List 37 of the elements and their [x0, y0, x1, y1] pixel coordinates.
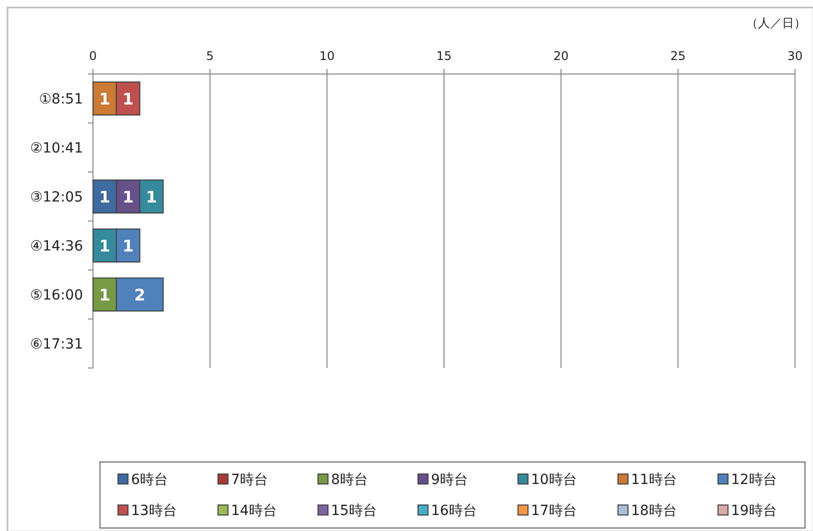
data-label: 1 [146, 188, 158, 206]
legend-label: 16時台 [431, 503, 477, 519]
x-tick-label: 0 [89, 49, 97, 63]
legend-label: 18時台 [631, 503, 677, 519]
legend-label: 8時台 [331, 472, 368, 488]
x-tick-label: 30 [787, 49, 803, 63]
y-tick-label: ②10:41 [30, 140, 83, 156]
legend-label: 12時台 [731, 472, 777, 488]
legend-label: 17時台 [531, 503, 577, 519]
legend-label: 9時台 [431, 472, 468, 488]
data-label: 1 [99, 286, 110, 304]
x-tick-label: 25 [670, 49, 686, 63]
x-tick-label: 5 [206, 49, 214, 63]
legend-label: 14時台 [231, 503, 277, 519]
y-tick-label: ③12:05 [30, 190, 83, 206]
data-label: 1 [99, 90, 110, 108]
legend-label: 11時台 [631, 472, 677, 488]
x-tick-label: 10 [319, 49, 335, 63]
y-tick-label: ①8:51 [39, 92, 83, 108]
legend-label: 6時台 [131, 472, 168, 488]
data-label: 1 [99, 236, 110, 256]
y-tick-label: ④14:36 [30, 238, 84, 254]
legend-label: 13時台 [131, 503, 177, 519]
y-tick-label: ⑥17:31 [30, 336, 83, 352]
y-tick-label: ⑤16:00 [30, 288, 83, 304]
x-axis-title: （人／日） [746, 16, 806, 30]
data-label: 2 [134, 286, 146, 304]
data-label: 1 [122, 90, 134, 108]
data-label: 1 [122, 236, 134, 256]
data-label: 1 [99, 188, 110, 206]
legend-label: 19時台 [731, 503, 777, 519]
x-tick-label: 20 [553, 49, 569, 63]
data-label: 1 [122, 188, 134, 206]
x-tick-label: 15 [436, 49, 452, 63]
legend-label: 7時台 [231, 472, 268, 488]
legend-label: 10時台 [531, 472, 577, 488]
legend-label: 15時台 [331, 503, 377, 519]
